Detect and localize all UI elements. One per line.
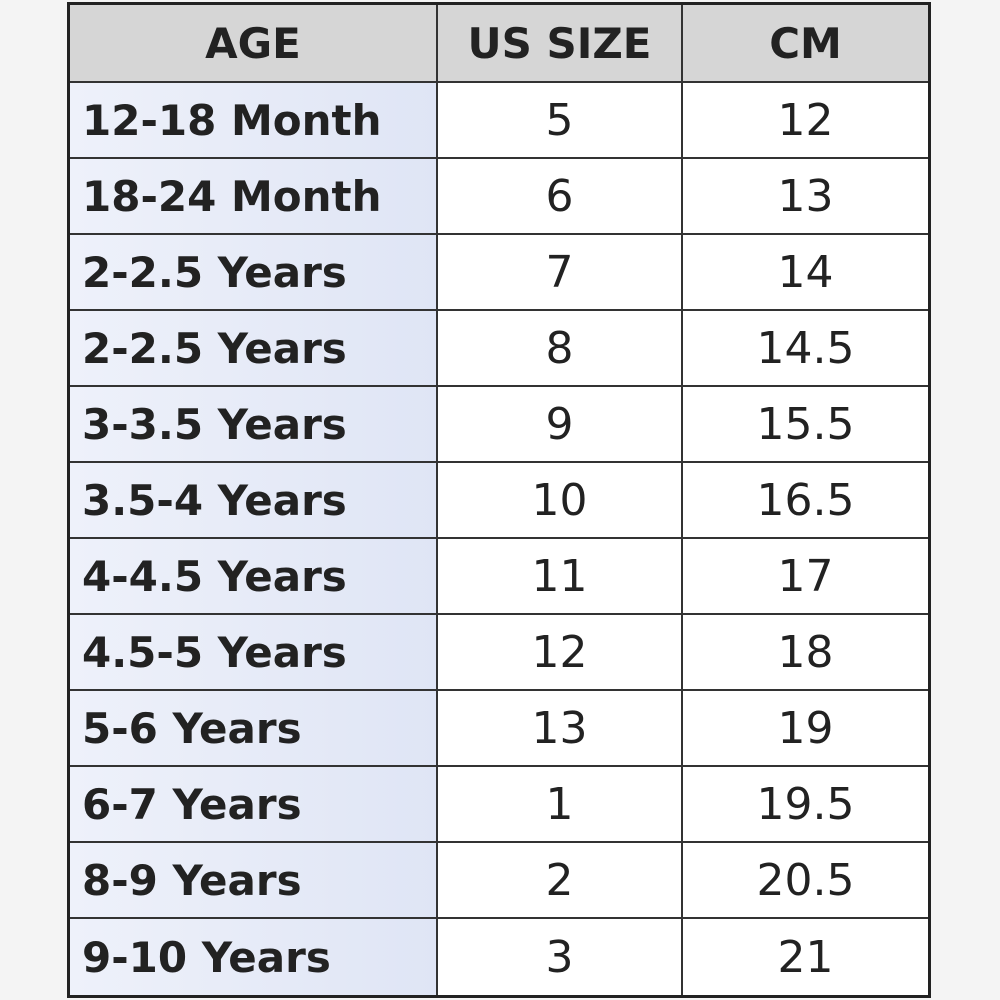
- size-cell: 12: [438, 615, 683, 691]
- age-cell: 8-9 Years: [70, 843, 438, 919]
- size-cell: 16.5: [683, 463, 928, 539]
- age-cell: 12-18 Month: [70, 83, 438, 159]
- age-cell: 3.5-4 Years: [70, 463, 438, 539]
- age-cell: 18-24 Month: [70, 159, 438, 235]
- size-cell: 18: [683, 615, 928, 691]
- size-table: AGEUS SIZECM12-18 Month51218-24 Month613…: [67, 2, 931, 998]
- size-cell: 19: [683, 691, 928, 767]
- size-cell: 14.5: [683, 311, 928, 387]
- size-cell: 20.5: [683, 843, 928, 919]
- size-cell: 17: [683, 539, 928, 615]
- size-cell: 14: [683, 235, 928, 311]
- size-cell: 21: [683, 919, 928, 995]
- age-cell: 2-2.5 Years: [70, 235, 438, 311]
- size-cell: 6: [438, 159, 683, 235]
- size-cell: 9: [438, 387, 683, 463]
- header-cell: AGE: [70, 5, 438, 83]
- size-cell: 8: [438, 311, 683, 387]
- age-cell: 4-4.5 Years: [70, 539, 438, 615]
- size-cell: 3: [438, 919, 683, 995]
- age-cell: 9-10 Years: [70, 919, 438, 995]
- age-cell: 3-3.5 Years: [70, 387, 438, 463]
- size-cell: 7: [438, 235, 683, 311]
- age-cell: 6-7 Years: [70, 767, 438, 843]
- size-cell: 19.5: [683, 767, 928, 843]
- size-cell: 5: [438, 83, 683, 159]
- size-cell: 12: [683, 83, 928, 159]
- header-cell: US SIZE: [438, 5, 683, 83]
- size-cell: 13: [438, 691, 683, 767]
- size-cell: 2: [438, 843, 683, 919]
- size-cell: 1: [438, 767, 683, 843]
- age-cell: 4.5-5 Years: [70, 615, 438, 691]
- size-cell: 10: [438, 463, 683, 539]
- size-cell: 11: [438, 539, 683, 615]
- size-cell: 15.5: [683, 387, 928, 463]
- size-cell: 13: [683, 159, 928, 235]
- header-cell: CM: [683, 5, 928, 83]
- age-cell: 2-2.5 Years: [70, 311, 438, 387]
- age-cell: 5-6 Years: [70, 691, 438, 767]
